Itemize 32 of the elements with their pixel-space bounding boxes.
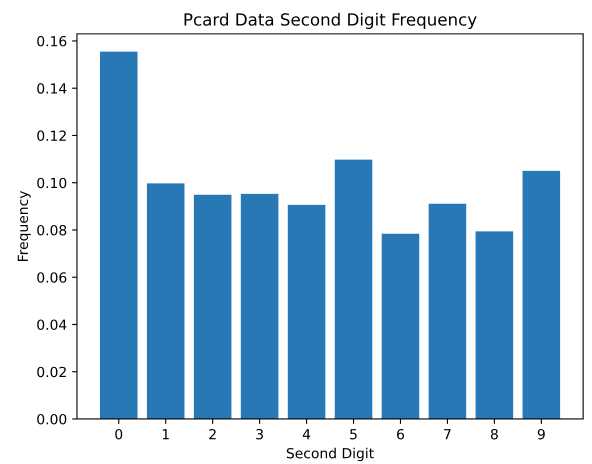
- y-tick-label: 0.10: [37, 178, 66, 188]
- bar: [428, 204, 466, 419]
- x-tick-label: 3: [256, 428, 263, 440]
- y-tick-label: 0.06: [37, 272, 66, 283]
- y-tick-label: 0.00: [37, 414, 66, 424]
- y-axis-title: Frequency: [18, 190, 31, 261]
- chart-title: Pcard Data Second Digit Frequency: [184, 12, 477, 30]
- y-tick-label: 0.14: [37, 83, 66, 94]
- bar: [476, 231, 514, 419]
- x-tick-label: 4: [302, 429, 310, 440]
- bar: [240, 194, 278, 419]
- y-tick-label: 0.04: [37, 319, 66, 330]
- x-tick-label: 5: [350, 429, 357, 440]
- x-tick-label: 8: [490, 428, 498, 440]
- bar: [382, 234, 420, 419]
- x-tick-label: 1: [162, 429, 169, 440]
- bar: [334, 160, 372, 419]
- bar: [194, 194, 232, 419]
- x-tick-label: 6: [397, 428, 404, 440]
- x-tick-label: 0: [115, 428, 122, 440]
- y-tick-label: 0.12: [37, 130, 66, 141]
- y-tick-label: 0.02: [37, 366, 66, 378]
- x-tick-label: 9: [538, 428, 545, 440]
- y-tick-label: 0.08: [37, 224, 66, 236]
- x-tick-label: 2: [209, 428, 216, 440]
- bar: [288, 204, 326, 419]
- bar: [146, 183, 184, 419]
- y-tick-label: 0.16: [37, 36, 66, 46]
- bar: [522, 170, 560, 419]
- bar: [100, 52, 138, 419]
- x-axis-title: Second Digit: [286, 448, 374, 462]
- x-tick-label: 7: [444, 429, 451, 440]
